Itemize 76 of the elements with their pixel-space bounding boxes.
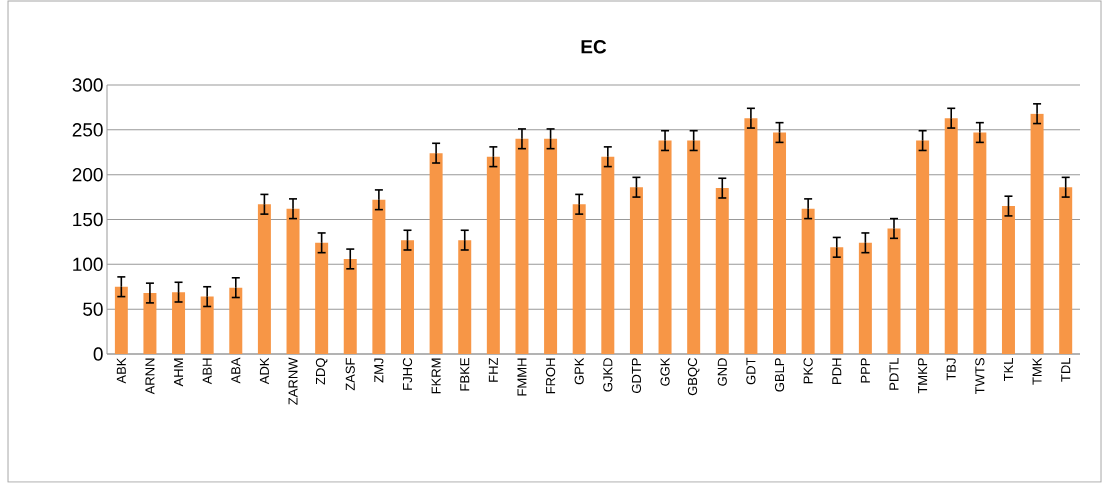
- bar: [229, 287, 243, 354]
- x-tick-label: GBLP: [774, 358, 785, 392]
- bar: [658, 140, 672, 354]
- x-tick-label: ADK: [259, 357, 269, 385]
- bar: [257, 204, 271, 354]
- x-tick-label: FHZ: [488, 357, 498, 382]
- x-tick-label: TMK: [1032, 357, 1042, 385]
- bar: [715, 188, 729, 354]
- x-tick-label: ZASF: [345, 358, 355, 391]
- bar: [887, 228, 901, 354]
- x-tick-label: FMMH: [517, 358, 527, 396]
- x-tick-label: FKRM: [431, 358, 441, 394]
- x-tick-label: TBJ: [946, 358, 956, 381]
- bar: [172, 292, 186, 354]
- bar: [286, 208, 300, 354]
- bar: [973, 132, 987, 354]
- x-tick-label: GPK: [574, 357, 584, 385]
- x-tick-label: TDL: [1061, 357, 1071, 382]
- bar: [343, 258, 357, 354]
- bar: [544, 138, 558, 354]
- bar: [429, 153, 443, 354]
- bar: [400, 240, 414, 354]
- bar: [572, 204, 586, 354]
- x-tick-label: FROH: [545, 358, 556, 394]
- x-tick-label: FJHC: [402, 358, 413, 390]
- x-tick-label: ZARNW: [288, 357, 298, 405]
- bar: [773, 132, 787, 354]
- x-tick-label: ABA: [231, 357, 241, 384]
- bar: [372, 199, 386, 354]
- x-tick-label: TMKP: [918, 358, 928, 394]
- x-tick-label: ARNN: [145, 358, 155, 395]
- bar: [1059, 187, 1073, 354]
- x-tick-label: ZDQ: [315, 358, 328, 385]
- bar: [200, 296, 214, 354]
- x-tick-label: GDTP: [631, 358, 642, 393]
- bar: [486, 156, 500, 354]
- bar: [114, 286, 128, 354]
- bar: [944, 118, 958, 354]
- x-tick-label: PDTL: [889, 357, 899, 390]
- y-tick-label: 50: [83, 302, 103, 316]
- y-tick-label: 150: [73, 212, 103, 227]
- bar: [1030, 113, 1044, 354]
- y-tick-label: 250: [72, 123, 103, 137]
- x-tick-label: GGK: [660, 357, 670, 386]
- x-tick-label: PPP: [860, 358, 870, 383]
- x-tick-label: TWTS: [975, 358, 985, 395]
- bar: [515, 138, 529, 354]
- bar: [858, 242, 872, 354]
- x-tick-label: GND: [717, 358, 727, 386]
- x-tick-label: ZMJ: [374, 358, 384, 383]
- chart-title: EC: [581, 40, 607, 54]
- bar: [315, 242, 329, 354]
- x-tick-label: GJKD: [603, 358, 613, 392]
- x-tick-label: AHM: [174, 358, 184, 387]
- bar: [629, 187, 643, 354]
- x-tick-label: ABK: [116, 357, 126, 384]
- bar: [744, 118, 758, 354]
- bar: [916, 140, 930, 354]
- x-tick-label: PKC: [803, 358, 813, 384]
- x-tick-label: GBQC: [687, 358, 700, 396]
- bar: [143, 293, 157, 354]
- y-tick-label: 200: [72, 167, 103, 182]
- x-tick-label: FBKE: [460, 358, 470, 391]
- x-tick-label: ABH: [202, 358, 212, 385]
- bar: [1001, 206, 1015, 354]
- bar: [687, 140, 701, 354]
- x-tick-label: GDT: [746, 357, 756, 385]
- bar: [801, 208, 815, 354]
- y-tick-label: 100: [73, 257, 103, 272]
- bar: [458, 240, 472, 354]
- y-tick-label: 0: [93, 347, 103, 361]
- x-tick-label: TKL: [1003, 357, 1013, 382]
- bar: [601, 156, 615, 354]
- y-tick-label: 300: [72, 78, 103, 92]
- bar: [830, 247, 844, 354]
- x-tick-label: PDH: [832, 358, 842, 384]
